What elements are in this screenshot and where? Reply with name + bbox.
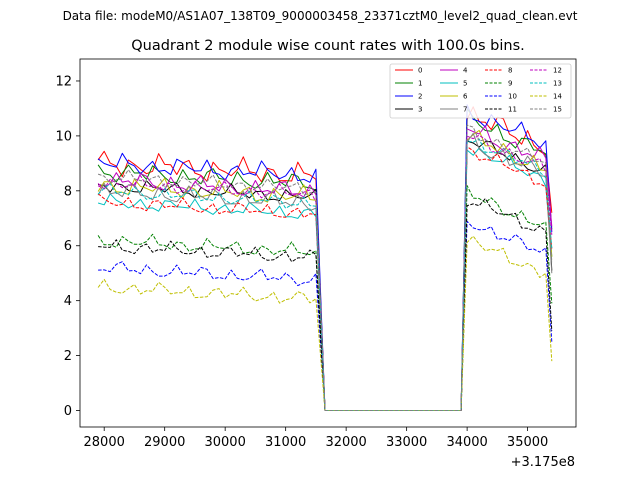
series-line-9 (97, 185, 553, 411)
y-tick-label: 12 (55, 74, 72, 89)
legend-box (389, 63, 572, 119)
legend-label-7: 7 (463, 106, 467, 114)
series-line-14 (97, 235, 553, 411)
x-axis: 28000 29000 30000 31000 32000 33000 34000 35000 (84, 427, 548, 450)
series-line-4 (97, 125, 553, 411)
legend-label-0: 0 (418, 67, 422, 75)
legend-label-10: 10 (508, 93, 517, 101)
legend-label-6: 6 (463, 93, 468, 101)
series-line-13 (97, 138, 553, 411)
legend-label-8: 8 (508, 67, 512, 75)
legend-label-9: 9 (508, 80, 512, 88)
series-line-5 (97, 147, 553, 411)
series-line-10 (98, 220, 553, 411)
series-line-6 (97, 129, 553, 411)
y-tick-label: 10 (55, 129, 72, 144)
x-tick-label: 31000 (265, 435, 306, 450)
x-tick-label: 35000 (507, 435, 548, 450)
y-tick-label: 6 (64, 239, 72, 254)
plot-lines (97, 104, 553, 411)
y-axis: 0 2 4 6 8 10 12 (55, 74, 80, 419)
chart-title: Quadrant 2 module wise count rates with … (131, 38, 525, 54)
x-tick-label: 28000 (84, 435, 125, 450)
figure-suptitle: Data file: modeM0/AS1A07_138T09_90000034… (63, 9, 578, 23)
y-tick-label: 2 (64, 349, 72, 364)
plot-frame (79, 58, 577, 428)
legend-label-14: 14 (553, 93, 562, 101)
x-tick-label: 33000 (386, 435, 427, 450)
legend-label-1: 1 (418, 80, 422, 88)
legend-label-5: 5 (463, 80, 467, 88)
x-tick-label: 34000 (446, 435, 487, 450)
y-tick-label: 4 (64, 294, 72, 309)
legend-label-11: 11 (508, 106, 517, 114)
x-offset-label: +3.175e8 (511, 455, 575, 470)
x-tick-label: 30000 (204, 435, 245, 450)
y-tick-label: 0 (64, 404, 72, 419)
series-line-7 (97, 132, 553, 411)
legend-label-4: 4 (463, 67, 468, 75)
legend-label-13: 13 (553, 80, 562, 88)
legend-label-2: 2 (418, 93, 422, 101)
legend-label-3: 3 (418, 106, 422, 114)
series-line-15 (97, 124, 553, 411)
series-line-8 (97, 146, 553, 411)
x-tick-label: 29000 (144, 435, 185, 450)
legend-label-12: 12 (553, 67, 562, 75)
y-tick-label: 8 (64, 184, 72, 199)
series-line-11 (98, 198, 553, 411)
x-tick-label: 32000 (325, 435, 366, 450)
series-line-12 (97, 134, 553, 411)
series-line-2 (97, 104, 553, 411)
series-line-1 (97, 108, 553, 411)
legend-label-15: 15 (553, 106, 562, 114)
